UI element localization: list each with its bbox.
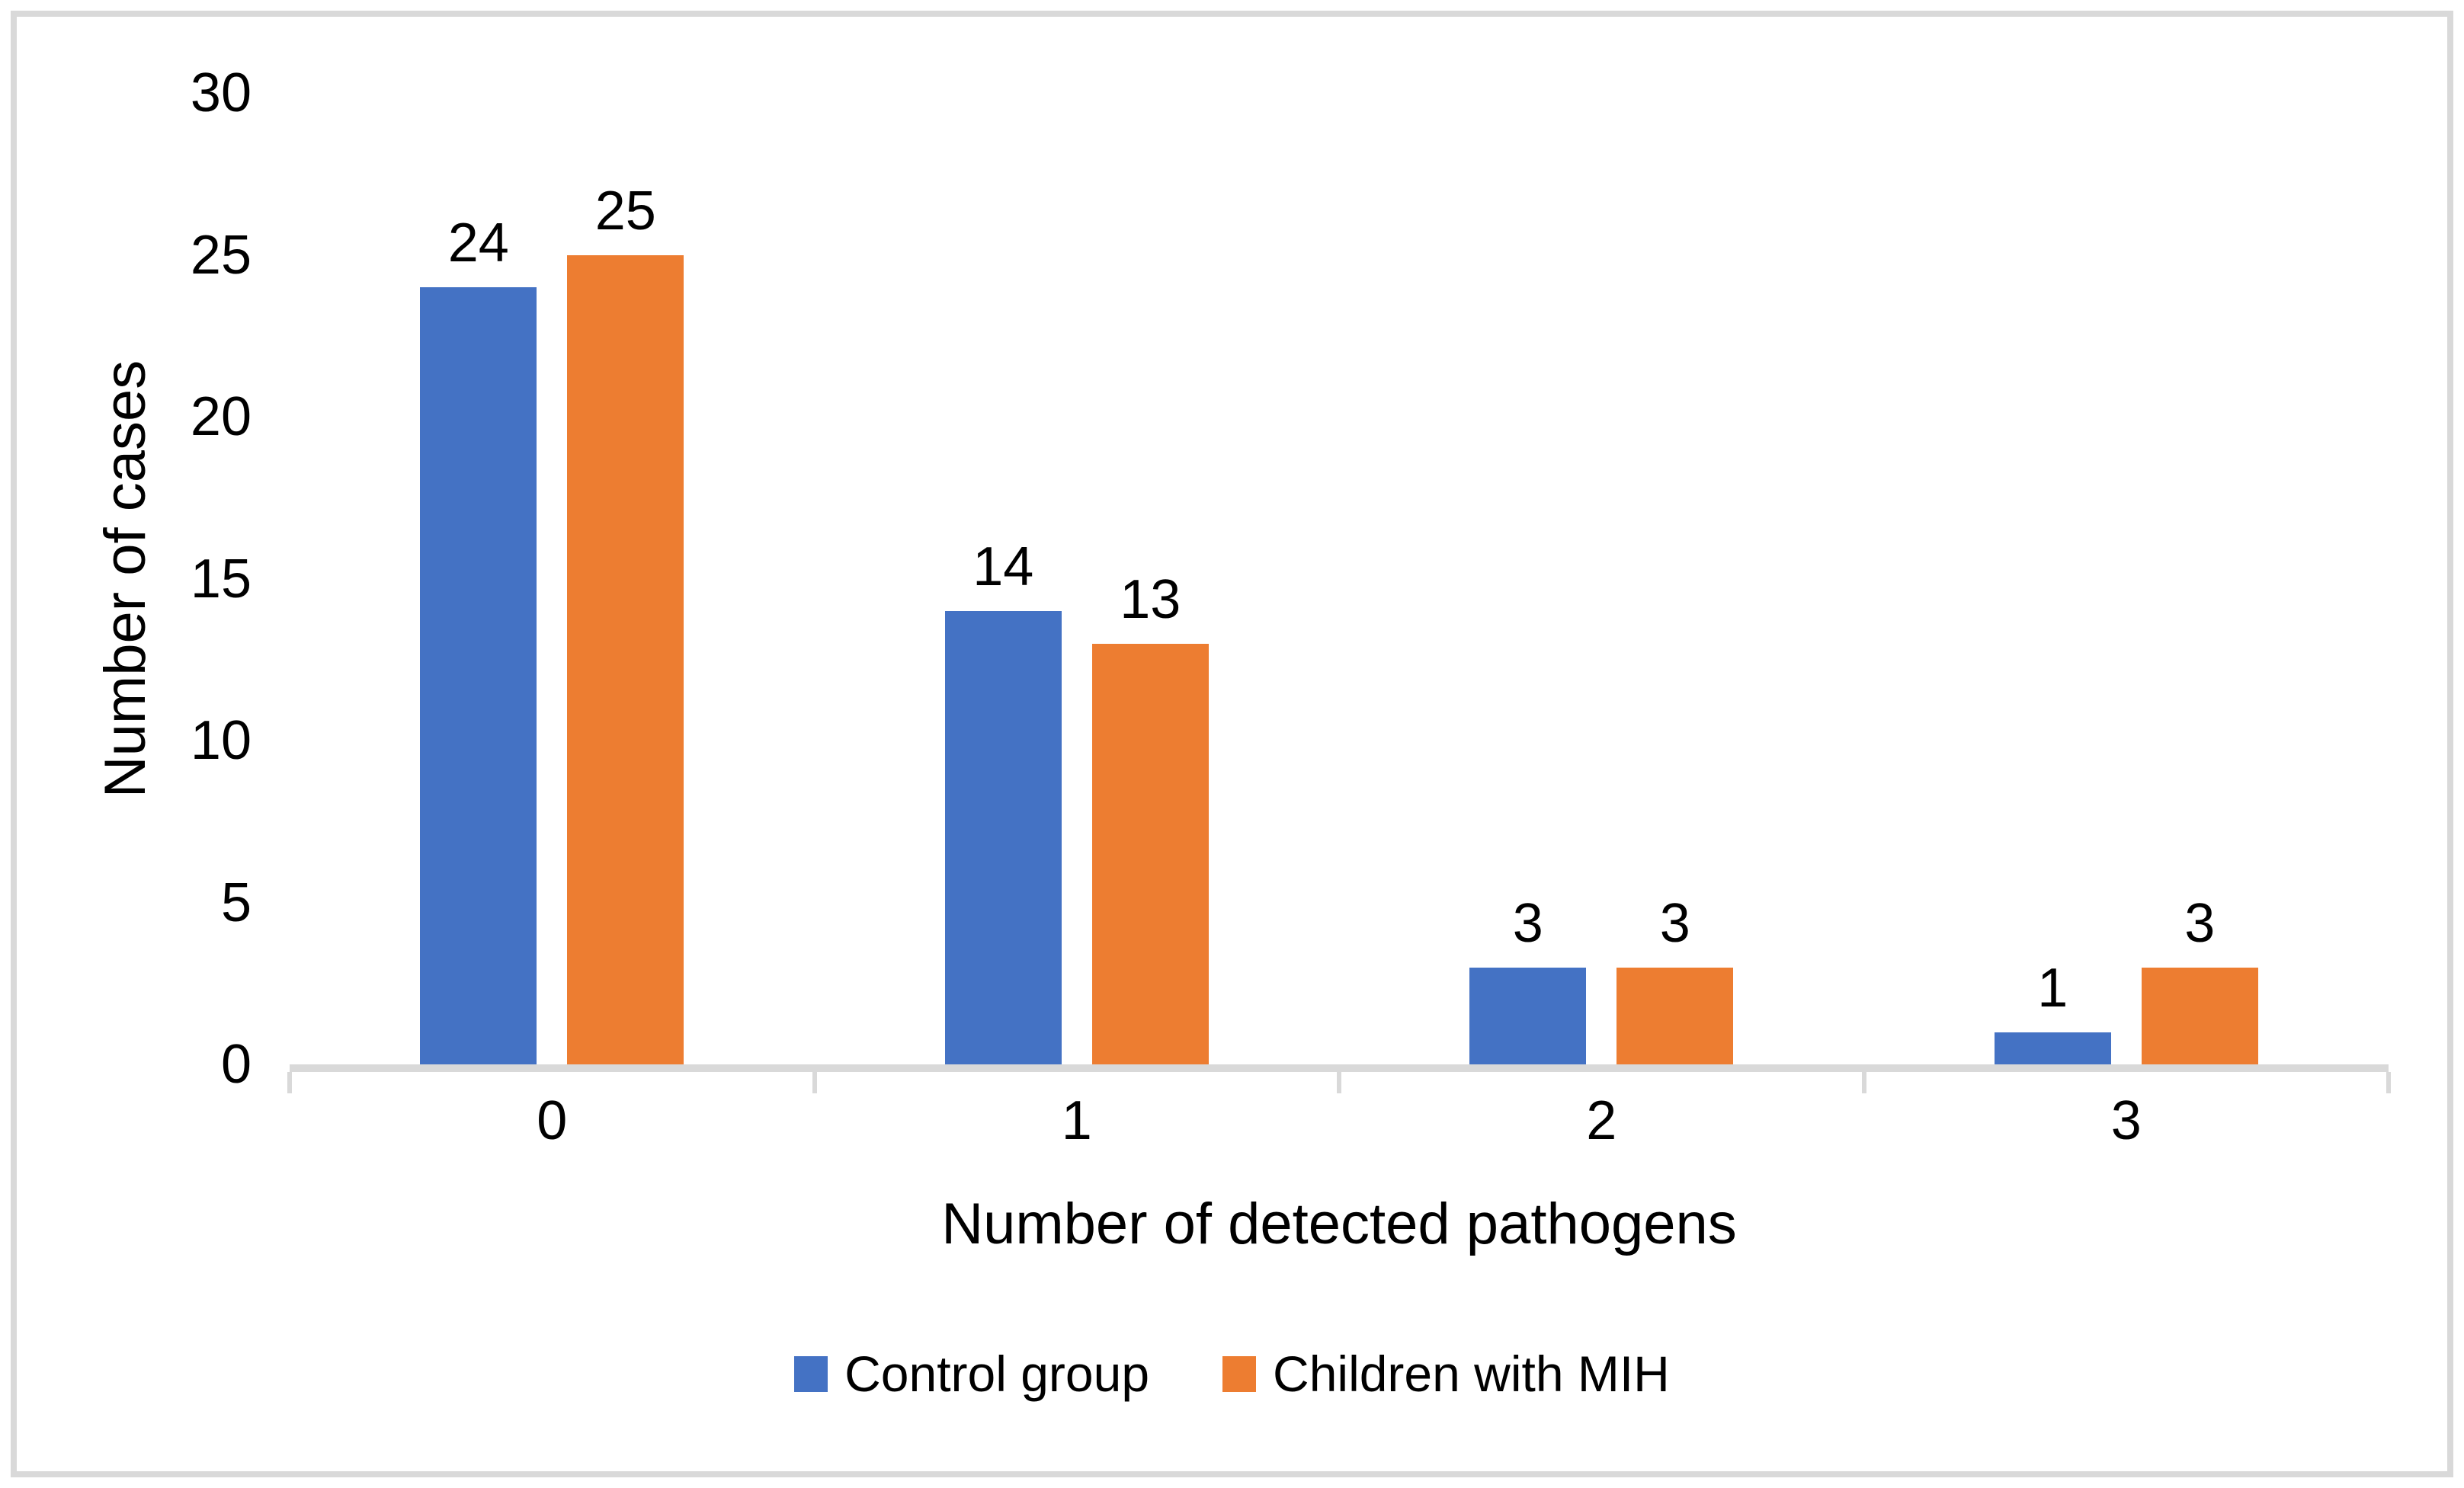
legend-label-children-with-mih: Children with MIH: [1273, 1346, 1670, 1402]
y-tick-label-5: 5: [220, 872, 252, 933]
x-axis-title: Number of detected pathogens: [941, 1192, 1737, 1256]
bar-children-with-mih-cat-0: 25: [567, 184, 684, 1064]
bar-value-label-control-group-cat-2: 3: [1512, 892, 1543, 954]
x-axis-tick-mark: [812, 1072, 817, 1093]
y-tick-label-30: 30: [190, 62, 252, 123]
bar-children-with-mih-cat-1: 13: [1091, 572, 1209, 1064]
bar-control-group-cat-3: 1: [1994, 961, 2111, 1064]
bar-value-label-children-with-mih-cat-0: 25: [594, 180, 656, 242]
bar-value-label-control-group-cat-0: 24: [447, 213, 509, 274]
legend-swatch-icon-control-group: [794, 1355, 828, 1392]
category-group-0: 24 25: [290, 93, 815, 1064]
x-tick-label-0: 0: [537, 1090, 568, 1151]
x-axis-line: [290, 1064, 2389, 1072]
x-axis-tick-mark: [287, 1072, 292, 1093]
bar-control-group-cat-0: 24: [420, 216, 537, 1064]
bar-value-label-children-with-mih-cat-2: 3: [1659, 892, 1690, 954]
bar-children-with-mih-cat-3: 3: [2141, 896, 2258, 1064]
bar-control-group-cat-1: 14: [944, 539, 1062, 1064]
bar-value-label-children-with-mih-cat-3: 3: [2184, 892, 2216, 954]
legend-item-control-group: Control group: [794, 1349, 1149, 1399]
legend: Control group Children with MIH: [17, 1349, 2447, 1399]
bar-children-with-mih-cat-2: 3: [1616, 896, 1734, 1064]
y-tick-label-15: 15: [190, 548, 252, 610]
x-tick-label-1: 1: [1061, 1090, 1092, 1151]
bar-value-label-control-group-cat-1: 14: [972, 536, 1034, 597]
y-tick-label-0: 0: [220, 1034, 252, 1095]
legend-item-children-with-mih: Children with MIH: [1222, 1349, 1670, 1399]
chart-frame: Number of cases 0 5 10 15 20 25 30 24 25 14 13 3 3 1…: [11, 11, 2453, 1477]
x-axis-tick-mark: [2386, 1072, 2391, 1093]
x-tick-label-3: 3: [2110, 1090, 2142, 1151]
y-tick-label-20: 20: [190, 386, 252, 447]
legend-swatch-icon-children-with-mih: [1222, 1355, 1257, 1392]
category-group-1: 14 13: [815, 93, 1340, 1064]
x-axis-tick-labels: 0 1 2 3: [290, 1093, 2389, 1148]
y-axis-tick-labels: 0 5 10 15 20 25 30: [17, 66, 252, 1092]
bar-value-label-control-group-cat-3: 1: [2037, 957, 2068, 1019]
bar-control-group-cat-2: 3: [1469, 896, 1587, 1064]
y-tick-label-10: 10: [190, 710, 252, 771]
x-axis-tick-mark: [1861, 1072, 1866, 1093]
bar-value-label-children-with-mih-cat-1: 13: [1120, 568, 1181, 630]
legend-label-control-group: Control group: [844, 1346, 1150, 1402]
y-tick-label-25: 25: [190, 224, 252, 286]
plot-area: 24 25 14 13 3 3 1 3: [287, 93, 2391, 1093]
x-axis-tick-mark: [1337, 1072, 1341, 1093]
x-tick-label-2: 2: [1586, 1090, 1617, 1151]
